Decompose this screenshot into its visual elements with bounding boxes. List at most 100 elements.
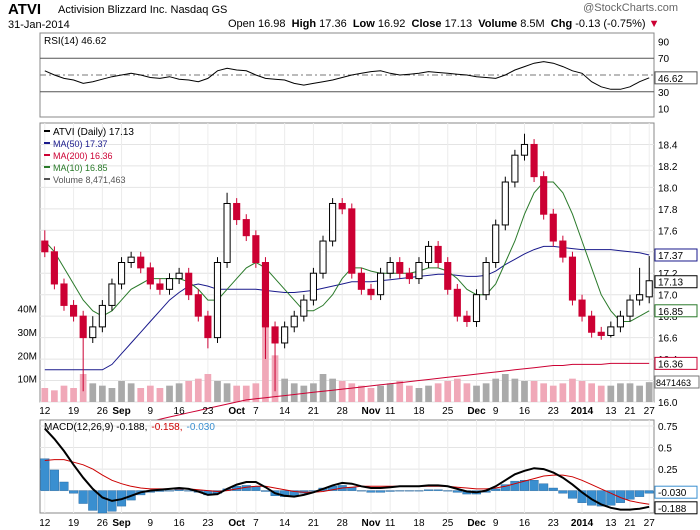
macd-histogram-bar (49, 469, 59, 491)
price-x-label: 23 (548, 406, 560, 417)
macd-histogram-bar (491, 488, 501, 491)
ma50-value-label-box (654, 248, 698, 262)
macd-histogram-bar (644, 490, 654, 494)
volume-bar (51, 390, 58, 402)
candle-body (185, 272, 193, 296)
volume-bar (453, 378, 461, 402)
candle-body (424, 245, 433, 263)
volume-bar (607, 385, 615, 402)
ma10-line (44, 181, 650, 322)
candle-body (98, 304, 106, 328)
price-x-label: 9 (493, 406, 499, 417)
macd-histogram-bar (69, 490, 79, 494)
candle-body (41, 240, 49, 253)
candle-body (165, 278, 174, 290)
volume-bar (425, 385, 432, 402)
volume-bar (242, 385, 250, 402)
volume-bar (223, 383, 231, 402)
candle-body (79, 315, 87, 339)
volume-bar (645, 382, 653, 402)
price-x-label: 14 (279, 406, 291, 417)
candle-body (50, 251, 58, 285)
macd-x-label: 13 (605, 518, 617, 529)
macd-histogram-bar (567, 490, 577, 499)
price-x-label: 12 (39, 406, 51, 417)
candle-body (616, 315, 624, 328)
macd-value-label: -0.188 (658, 504, 687, 515)
candle-body (242, 219, 250, 237)
macd-x-label: 12 (39, 518, 51, 529)
candle-body (233, 202, 241, 221)
macd-x-label: 27 (644, 518, 656, 529)
macd-x-label: 9 (493, 518, 499, 529)
price-x-label: 9 (148, 406, 154, 417)
candle-body (549, 213, 557, 242)
macd-histogram-bar (625, 490, 635, 500)
candle-body (338, 202, 346, 210)
close-value-label-box (654, 275, 698, 289)
candle-body (559, 240, 567, 258)
candle-body (108, 283, 116, 306)
macd-histogram-bar (366, 490, 376, 493)
price-x-label: 27 (644, 406, 656, 417)
candle-body (645, 280, 653, 298)
macd-histogram-bar (548, 487, 558, 491)
volume-tick-label: 40M (18, 305, 37, 316)
chg-label: Chg (550, 18, 573, 30)
price-x-label: 28 (337, 406, 349, 417)
candle-body (434, 245, 442, 263)
rsi-line (44, 61, 650, 90)
volume-bar (626, 383, 634, 402)
macd-histogram-bar (529, 480, 539, 491)
price-legend-4: Volume 8,471,463 (53, 175, 126, 185)
candle-body (626, 299, 634, 317)
volume-bar (41, 388, 49, 402)
close-label: Close (411, 18, 442, 30)
volume-bar (377, 385, 384, 402)
price-legend-2: MA(200) 16.36 (53, 151, 113, 161)
macd-histogram-bar (414, 490, 424, 492)
candle-body (472, 294, 481, 323)
candle-body (329, 202, 337, 242)
volume-value: 8.5M (520, 18, 545, 30)
macd-histogram-bar (356, 490, 366, 492)
macd-legend: MACD(12,26,9) -0.188, (44, 422, 147, 433)
candle-body (568, 256, 577, 301)
volume-bar (166, 385, 173, 402)
volume-bar (99, 385, 106, 402)
ma10-value-label-box (654, 304, 698, 318)
macd-x-label: 19 (68, 518, 80, 529)
open-label: Open (228, 18, 255, 30)
volume-bar (501, 374, 509, 402)
watermark: @StockCharts.com (583, 2, 678, 14)
volume-label: Volume (478, 18, 518, 30)
high-value: 17.36 (319, 18, 347, 30)
price-tick-label: 17.0 (658, 291, 678, 302)
candle-body (482, 262, 490, 296)
candle-body (386, 262, 394, 274)
rsi-tick-label: 10 (658, 105, 670, 116)
volume-bar (358, 385, 365, 402)
candle-body (70, 304, 78, 317)
price-x-label: 19 (68, 406, 80, 417)
volume-bar (549, 385, 557, 402)
candle-body (175, 272, 183, 280)
candle-body (520, 143, 529, 156)
macd-x-label: 25 (442, 518, 454, 529)
price-legend-0: ATVI (Daily) 17.13 (53, 127, 134, 138)
volume-bar (89, 383, 97, 402)
ma50-value-label: 17.37 (658, 251, 683, 262)
volume-bar (60, 385, 68, 402)
macd-legend-hist: -0.030 (187, 422, 216, 433)
macd-histogram-bar (510, 480, 520, 491)
macd-histogram-bar (606, 490, 616, 506)
volume-bar (530, 381, 538, 402)
macd-histogram-bar (385, 490, 395, 492)
volume-bar (348, 383, 356, 402)
macd-x-label: 18 (413, 518, 425, 529)
candle-body (156, 283, 164, 290)
candle-body (290, 315, 298, 328)
price-x-label: 11 (385, 406, 396, 417)
macd-x-label: 2014 (571, 518, 594, 529)
price-x-label: Sep (112, 406, 130, 417)
